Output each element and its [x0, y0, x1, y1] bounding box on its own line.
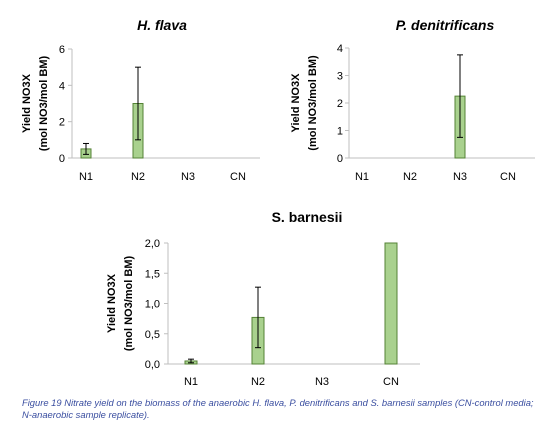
y-axis-label-units: (mol NO3/mol BM) — [38, 56, 50, 152]
bar-cn — [384, 242, 398, 365]
y-tick-label: 3 — [337, 71, 343, 83]
x-tick-label: CN — [230, 171, 246, 183]
figure-caption: Figure 19 Nitrate yield on the biomass o… — [22, 397, 534, 420]
y-tick-label: 1,0 — [145, 299, 160, 311]
y-tick-label: 6 — [59, 44, 65, 56]
y-tick-label: 0 — [59, 153, 65, 165]
y-axis-label: Yield NO3X — [290, 73, 302, 133]
y-axis-label: Yield NO3X — [106, 273, 118, 333]
x-tick-label: N2 — [403, 171, 417, 183]
y-tick-label: 1 — [337, 126, 343, 138]
chart-title: H. flava — [137, 17, 187, 33]
figure-charts: H. flava Yield NO3X (mol NO3/mol BM) 0 2 4 6 N1… — [21, 17, 535, 388]
chart-3: S. barnesii Yield NO3X (mol NO3/mol BM) 0,0… — [106, 209, 420, 388]
x-tick-label: N3 — [181, 171, 195, 183]
y-tick-label: 0 — [337, 153, 343, 165]
y-tick-label: 4 — [59, 80, 65, 92]
y-tick-label: 4 — [337, 43, 343, 55]
y-axis-label-units: (mol NO3/mol BM) — [123, 256, 135, 352]
x-tick-label: N3 — [453, 171, 467, 183]
x-tick-label: N1 — [184, 376, 198, 388]
y-tick-label: 2 — [59, 117, 65, 129]
chart-1: H. flava Yield NO3X (mol NO3/mol BM) 0 2 4 6 N1… — [21, 17, 260, 183]
y-tick-label: 1,5 — [145, 268, 160, 280]
y-axis-label: Yield NO3X — [21, 73, 33, 133]
x-tick-label: N1 — [355, 171, 369, 183]
y-tick-label: 0,0 — [145, 359, 160, 371]
x-tick-label: N2 — [131, 171, 145, 183]
chart-2: P. denitrificans Yield NO3X (mol NO3/mol B… — [290, 17, 535, 183]
chart-title: S. barnesii — [272, 209, 343, 225]
y-axis-label-units: (mol NO3/mol BM) — [307, 55, 319, 151]
x-tick-label: N3 — [315, 376, 329, 388]
x-tick-label: N1 — [79, 171, 93, 183]
chart-title: P. denitrificans — [396, 17, 495, 33]
x-tick-label: N2 — [251, 376, 265, 388]
x-tick-label: CN — [383, 376, 399, 388]
y-tick-label: 2,0 — [145, 238, 160, 250]
y-tick-label: 0,5 — [145, 329, 160, 341]
x-tick-label: CN — [500, 171, 516, 183]
y-tick-label: 2 — [337, 98, 343, 110]
